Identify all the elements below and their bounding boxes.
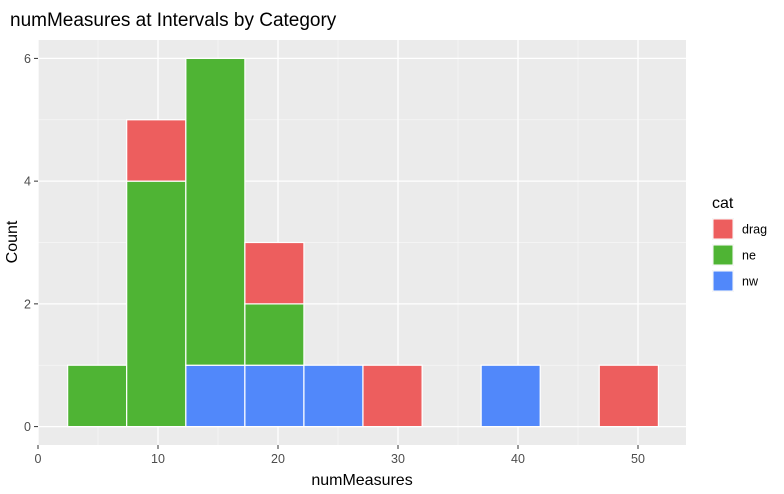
x-tick-label-5: 50: [631, 452, 645, 466]
legend-label-drag: drag: [742, 223, 767, 237]
bar-ne-bin-2: [126, 180, 187, 428]
bar-drag-bin-4: [244, 241, 305, 305]
y-axis: 0 2 4 6: [24, 52, 38, 434]
legend-key-drag: [712, 218, 734, 240]
bar-ne-bin-4: [244, 303, 305, 366]
bar-drag-bin-2: [126, 119, 187, 182]
bars: [67, 57, 659, 428]
bar-nw-bin-5: [303, 364, 364, 428]
legend-label-nw: nw: [742, 275, 759, 289]
legend-label-ne: ne: [742, 249, 756, 263]
bar-nw-bin-3: [185, 364, 246, 428]
x-axis: 0 10 20 30 40 50: [35, 445, 645, 466]
legend-key-ne: [712, 244, 734, 266]
bar-ne-bin-3: [185, 57, 246, 366]
legend-key-nw: [712, 270, 734, 292]
legend-title: cat: [712, 195, 734, 212]
y-tick-label-1: 2: [24, 297, 31, 311]
legend: cat drag ne nw: [712, 195, 767, 292]
y-tick-label-2: 4: [24, 175, 31, 189]
chart-title: numMeasures at Intervals by Category: [10, 10, 337, 31]
bar-drag-bin-10: [598, 364, 659, 428]
bar-ne-bin-1: [67, 364, 128, 428]
y-tick-label-0: 0: [24, 420, 31, 434]
x-tick-label-0: 0: [35, 452, 42, 466]
bar-nw-bin-8: [480, 364, 541, 428]
bar-nw-bin-4: [244, 364, 305, 428]
y-tick-label-3: 6: [24, 52, 31, 66]
x-tick-label-3: 30: [391, 452, 405, 466]
x-tick-label-2: 20: [271, 452, 285, 466]
x-axis-title: numMeasures: [311, 472, 412, 489]
bar-drag-bin-6: [362, 364, 423, 428]
y-axis-title: Count: [4, 220, 21, 263]
x-tick-label-1: 10: [151, 452, 165, 466]
x-tick-label-4: 40: [511, 452, 525, 466]
